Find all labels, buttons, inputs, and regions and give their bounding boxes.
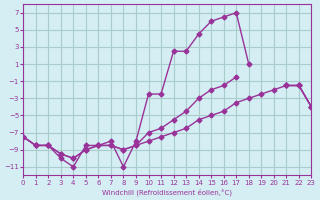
X-axis label: Windchill (Refroidissement éolien,°C): Windchill (Refroidissement éolien,°C) [102,188,232,196]
